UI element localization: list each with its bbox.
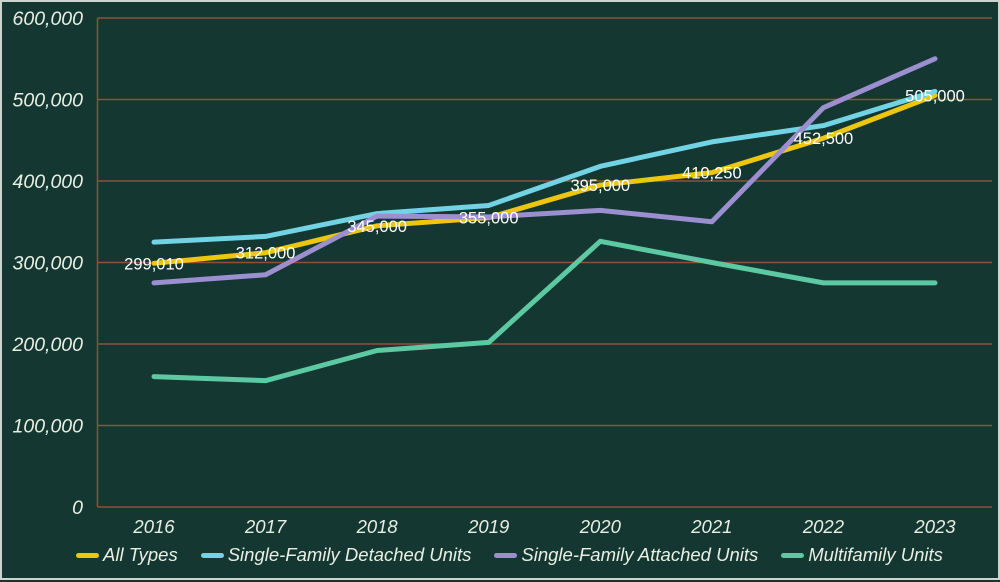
data-label-2023: 505,000 xyxy=(905,87,965,105)
series-line-all-types xyxy=(151,92,938,266)
x-axis-tick-label: 2022 xyxy=(802,516,845,537)
series-line-multifamily-units xyxy=(151,238,938,384)
x-axis-tick-label: 2020 xyxy=(579,516,622,537)
legend-swatch-single-family-attached-units xyxy=(494,552,518,558)
legend-swatch-all-types xyxy=(76,552,99,558)
legend-label: Single-Family Attached Units xyxy=(521,544,759,565)
data-label-2020: 395,000 xyxy=(570,177,630,195)
data-label-2019: 355,000 xyxy=(459,210,519,228)
legend-swatch-multifamily-units xyxy=(781,552,805,558)
data-label-2021: 410,250 xyxy=(682,165,742,183)
y-axis-tick-label: 400,000 xyxy=(13,171,84,193)
x-axis-tick-label: 2019 xyxy=(467,516,509,537)
x-axis-tick-label: 2016 xyxy=(132,516,175,537)
legend-item-single-family-attached-units[interactable]: Single-Family Attached Units xyxy=(494,544,759,565)
legend-label: Single-Family Detached Units xyxy=(227,544,472,565)
y-axis-tick-label: 500,000 xyxy=(13,90,84,112)
legend-label: All Types xyxy=(103,544,178,565)
y-axis-tick-label: 600,000 xyxy=(13,8,84,30)
x-axis-tick-label: 2017 xyxy=(244,516,287,537)
data-label-2016: 299,010 xyxy=(124,255,184,273)
data-label-2022: 452,500 xyxy=(794,130,854,148)
legend-item-all-types[interactable]: All Types xyxy=(76,544,178,565)
x-axis-tick-label: 2018 xyxy=(356,516,399,537)
legend: All Types Single-Family Detached Units Sin… xyxy=(76,544,943,565)
legend-item-multifamily-units[interactable]: Multifamily Units xyxy=(781,544,943,565)
data-label-2018: 345,000 xyxy=(347,218,407,236)
y-axis-tick-label: 100,000 xyxy=(13,416,84,438)
x-axis-tick-label: 2023 xyxy=(913,516,956,537)
x-axis-tick-label: 2021 xyxy=(690,516,732,537)
series-line-single-family-attached-units xyxy=(151,56,938,286)
y-axis-tick-label: 200,000 xyxy=(12,334,84,356)
legend-label: Multifamily Units xyxy=(808,544,943,565)
y-axis-tick-label: 0 xyxy=(72,497,83,519)
y-axis-tick-label: 300,000 xyxy=(13,253,84,275)
legend-swatch-single-family-detached-units xyxy=(200,552,224,558)
data-label-2017: 312,000 xyxy=(236,245,296,263)
legend-item-single-family-detached-units[interactable]: Single-Family Detached Units xyxy=(200,544,472,565)
